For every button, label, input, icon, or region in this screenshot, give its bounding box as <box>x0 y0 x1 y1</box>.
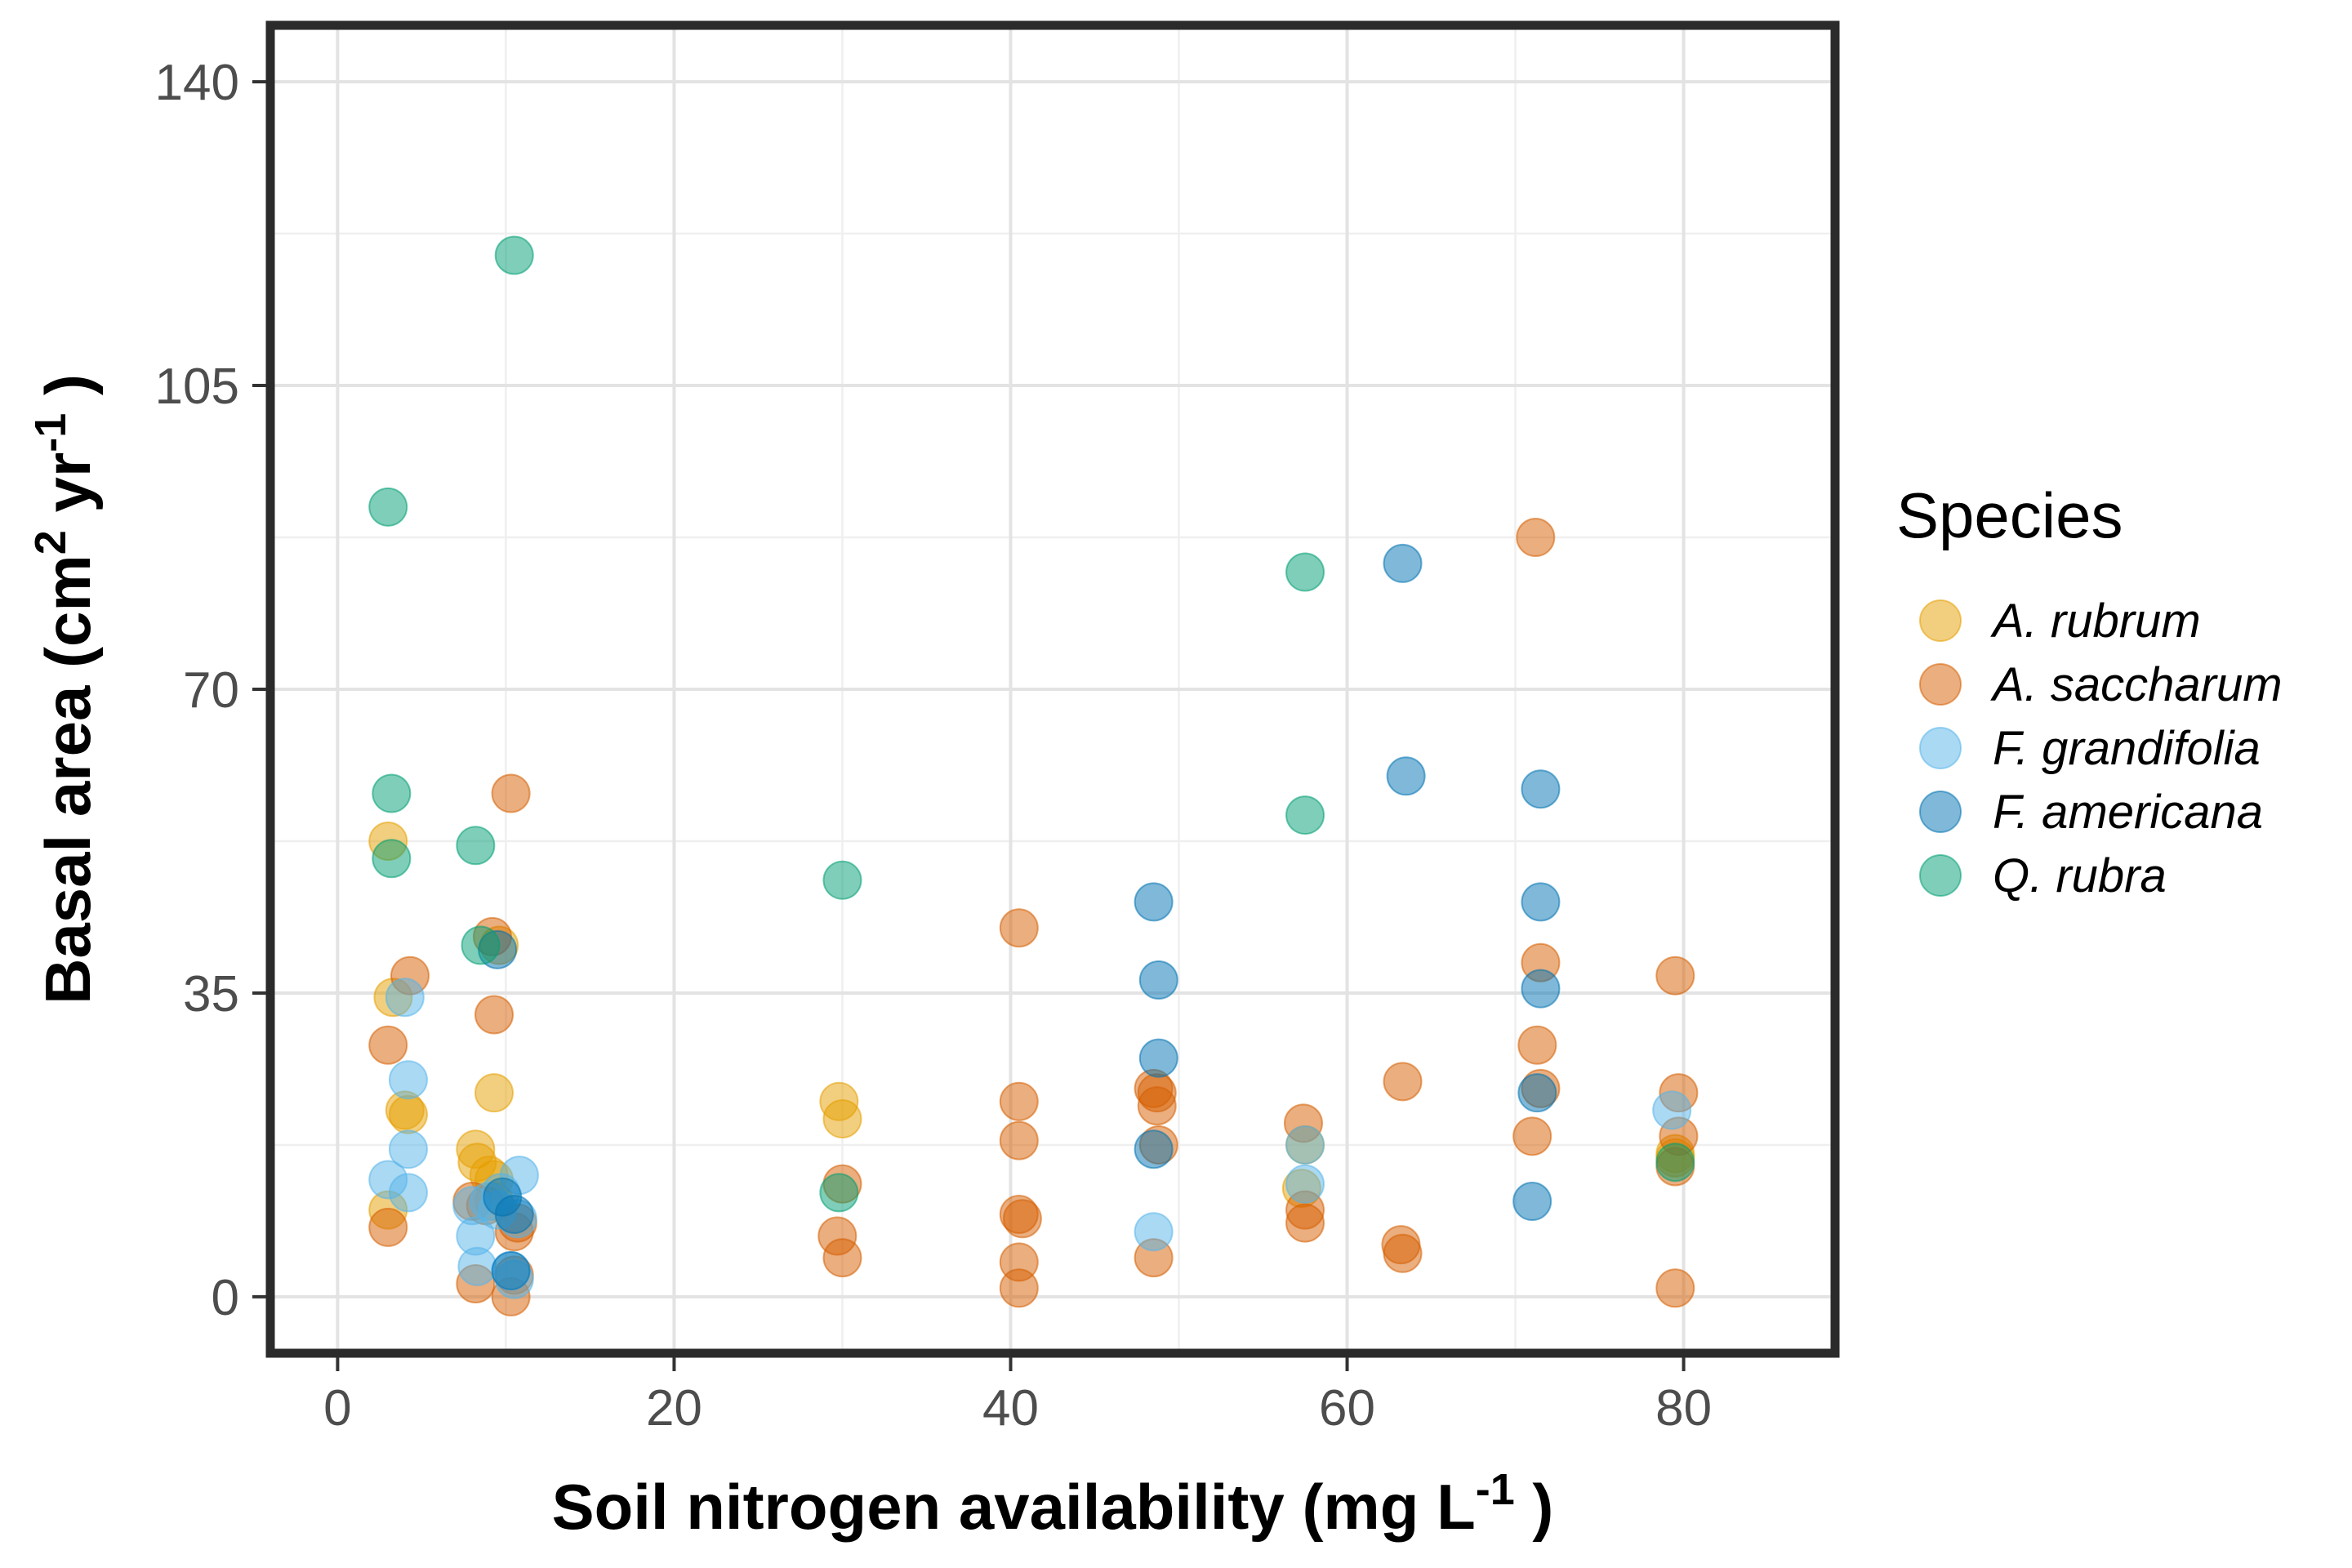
y-axis-title-superscript-minus1: -1 <box>26 413 75 452</box>
point-f-grandifolia <box>388 1129 428 1169</box>
x-axis-title-superscript: -1 <box>1476 1465 1515 1514</box>
y-tick-label: 105 <box>155 359 239 415</box>
point-q-rubra <box>1285 552 1325 592</box>
legend-label-f-americana: F. americana <box>1993 786 2263 839</box>
x-tick-label: 80 <box>1655 1380 1712 1437</box>
point-a-saccharum <box>474 995 514 1035</box>
point-f-americana <box>1521 882 1561 922</box>
point-q-rubra <box>1285 795 1325 835</box>
point-a-saccharum <box>999 908 1039 948</box>
y-axis-title: Basal area (cm2 yr-1 ) <box>26 374 104 1004</box>
point-a-saccharum <box>1512 1116 1552 1156</box>
point-f-grandifolia <box>388 1060 428 1100</box>
point-f-americana <box>1521 969 1561 1009</box>
y-tick-label: 70 <box>183 662 239 719</box>
point-f-americana <box>1386 756 1426 796</box>
point-a-saccharum <box>822 1238 862 1278</box>
point-f-grandifolia <box>1134 1212 1174 1252</box>
point-a-rubrum <box>822 1099 862 1139</box>
point-q-rubra <box>494 235 534 275</box>
point-q-rubra <box>1655 1143 1695 1183</box>
point-q-rubra <box>461 925 501 965</box>
x-tick-label: 20 <box>646 1380 702 1437</box>
point-f-grandifolia <box>385 978 425 1018</box>
point-f-americana <box>1512 1182 1552 1222</box>
point-f-americana <box>1134 1129 1174 1169</box>
point-a-saccharum <box>999 1120 1039 1160</box>
point-f-americana <box>491 1251 531 1291</box>
point-a-saccharum <box>1383 1233 1423 1273</box>
point-a-saccharum <box>999 1268 1039 1308</box>
legend-label-a-saccharum: A. saccharum <box>1990 658 2283 711</box>
point-f-grandifolia <box>1285 1125 1325 1165</box>
point-a-saccharum <box>1137 1073 1177 1113</box>
point-a-saccharum <box>1383 1062 1423 1102</box>
point-f-americana <box>1383 543 1423 583</box>
legend-label-f-grandifolia: F. grandifolia <box>1993 722 2261 775</box>
axis-ticks: 0 20 40 60 80 0 35 70 105 140 <box>155 55 1713 1437</box>
point-a-rubrum <box>474 1073 514 1113</box>
point-a-saccharum <box>491 773 531 813</box>
point-a-saccharum <box>1285 1203 1325 1243</box>
point-f-grandifolia <box>457 1246 497 1286</box>
legend-key-f-grandifolia <box>1919 727 1962 769</box>
y-axis-title-superscript-2: 2 <box>26 530 75 555</box>
point-a-saccharum <box>1655 1268 1695 1308</box>
y-tick-label: 0 <box>212 1270 239 1326</box>
point-q-rubra <box>372 839 412 879</box>
legend-key-f-americana <box>1919 791 1962 833</box>
point-f-americana <box>1134 882 1174 922</box>
point-q-rubra <box>372 773 412 813</box>
point-a-saccharum <box>1002 1199 1042 1239</box>
point-q-rubra <box>822 860 862 900</box>
grid <box>270 25 1835 1353</box>
point-f-americana <box>1138 960 1178 1000</box>
data-points <box>368 235 1699 1316</box>
legend-title: Species <box>1896 479 2123 551</box>
point-f-americana <box>494 1194 534 1234</box>
legend-key-a-saccharum <box>1919 663 1962 706</box>
point-a-saccharum <box>368 1207 408 1247</box>
point-q-rubra <box>819 1173 859 1213</box>
point-a-saccharum <box>368 1025 408 1065</box>
legend: A. rubrum A. saccharum F. grandifolia F. am… <box>1919 595 2283 902</box>
point-a-saccharum <box>1517 1025 1557 1065</box>
point-a-saccharum <box>1516 518 1556 558</box>
point-a-saccharum <box>999 1081 1039 1121</box>
point-f-grandifolia <box>388 1173 428 1213</box>
point-q-rubra <box>368 487 408 527</box>
point-f-americana <box>1138 1038 1178 1078</box>
x-tick-label: 40 <box>982 1380 1039 1437</box>
point-f-grandifolia <box>1285 1164 1325 1204</box>
legend-key-a-rubrum <box>1919 599 1962 642</box>
legend-label-q-rubra: Q. rubra <box>1993 849 2167 902</box>
legend-key-q-rubra <box>1919 854 1962 897</box>
point-f-grandifolia <box>1652 1090 1692 1130</box>
y-tick-label: 35 <box>183 966 239 1022</box>
legend-label-a-rubrum: A. rubrum <box>1990 595 2201 648</box>
plot-panel-border <box>265 20 1840 1358</box>
x-tick-label: 0 <box>323 1380 351 1437</box>
point-f-americana <box>1521 769 1561 809</box>
point-f-americana <box>1517 1073 1557 1113</box>
y-tick-label: 140 <box>155 55 239 111</box>
point-a-saccharum <box>1655 956 1695 996</box>
x-tick-label: 60 <box>1319 1380 1375 1437</box>
x-axis-title: Soil nitrogen availability (mg L-1 ) <box>552 1465 1554 1543</box>
point-a-rubrum <box>388 1094 428 1134</box>
point-q-rubra <box>456 826 496 866</box>
